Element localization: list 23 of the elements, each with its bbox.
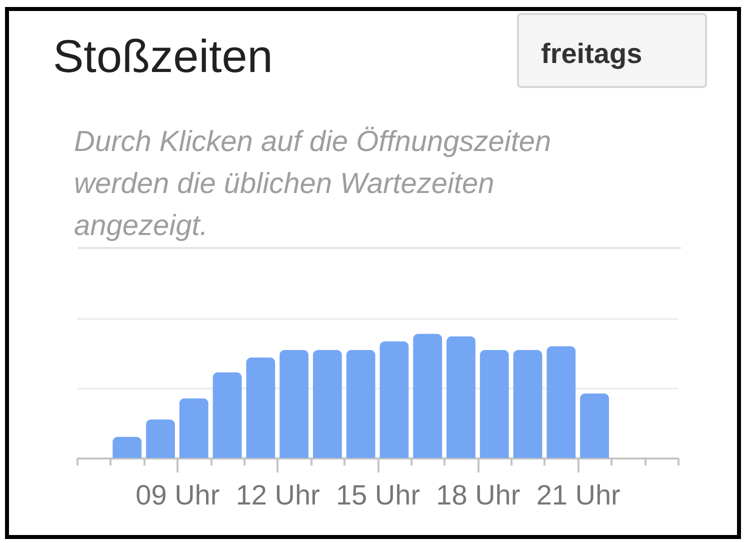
chart-title: Stoßzeiten — [53, 30, 273, 82]
bar — [179, 398, 208, 458]
bar — [546, 346, 576, 458]
x-tick-label: 09 Uhr — [136, 480, 220, 510]
bar — [413, 334, 442, 458]
bar — [380, 341, 409, 458]
x-tick-label: 12 Uhr — [236, 480, 320, 510]
bar — [580, 393, 609, 458]
x-tick-label: 18 Uhr — [436, 480, 520, 510]
bar — [480, 350, 509, 458]
bar — [446, 336, 476, 458]
bar — [513, 350, 542, 458]
x-tick-label: 21 Uhr — [536, 480, 620, 510]
bar — [112, 436, 142, 458]
bar — [246, 357, 276, 458]
x-tick-label: 15 Uhr — [336, 480, 420, 510]
bar — [280, 350, 308, 458]
text: freitags — [541, 38, 642, 69]
bar — [346, 350, 376, 458]
bar — [312, 350, 342, 458]
chart-subtitle: Durch Klicken auf die Öffnungszeiten werden die üblichen Wartezeiten angezeigt. — [74, 126, 552, 242]
bar — [146, 420, 175, 458]
bar — [212, 372, 242, 458]
